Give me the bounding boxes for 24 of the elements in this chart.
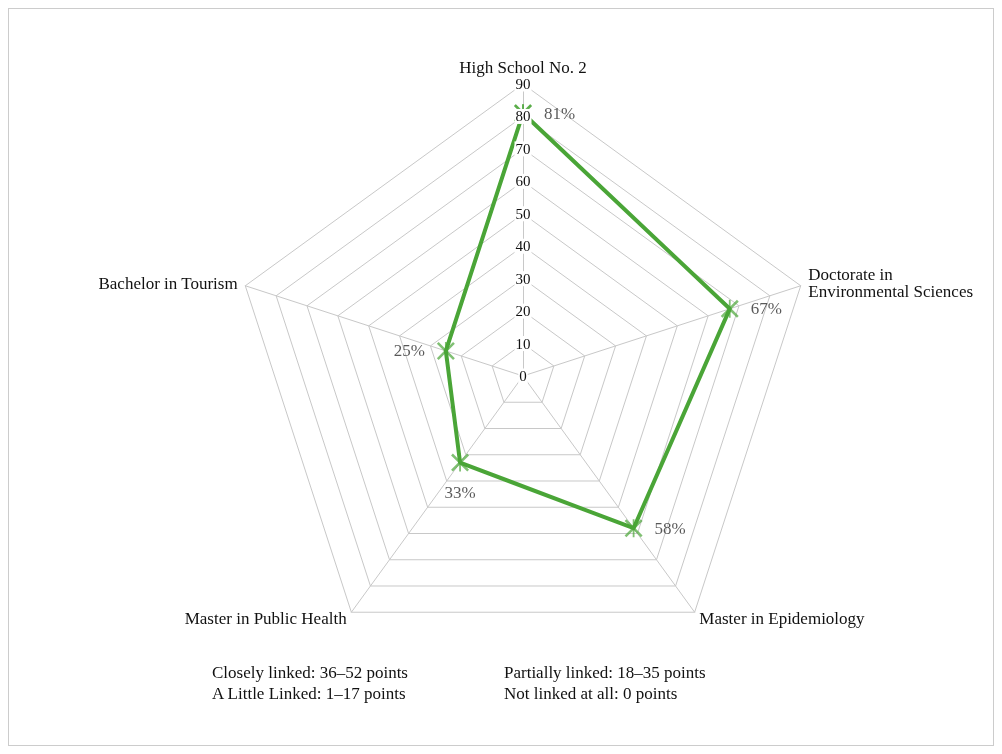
spoke-label: Doctorate in Environmental Sciences bbox=[808, 265, 974, 302]
y-tick-label: 20 bbox=[515, 303, 531, 320]
spoke-label: Master in Epidemiology bbox=[699, 609, 866, 629]
spoke-label: High School No. 2 bbox=[459, 58, 587, 77]
y-tick-label: 30 bbox=[515, 270, 531, 287]
y-tick-label: 0 bbox=[519, 368, 527, 384]
text: A Little Linked: 1–17 points bbox=[212, 684, 406, 703]
text: Partially linked: 18–35 points bbox=[504, 663, 706, 682]
data-label: 67% bbox=[750, 299, 782, 319]
data-label: 33% bbox=[444, 482, 476, 502]
y-tick-label: 60 bbox=[515, 173, 531, 190]
data-label: 58% bbox=[654, 518, 686, 538]
y-tick-label: 40 bbox=[515, 238, 531, 255]
data-label: 25% bbox=[393, 341, 425, 361]
y-tick-label: 70 bbox=[515, 140, 531, 157]
spoke-label: Bachelor in Tourism bbox=[98, 273, 238, 293]
y-tick-label: 50 bbox=[515, 205, 531, 222]
text: Closely linked: 36–52 points bbox=[212, 663, 408, 682]
y-tick-label: 10 bbox=[515, 335, 531, 352]
y-tick-label: 80 bbox=[515, 108, 531, 125]
data-label: 81% bbox=[544, 103, 576, 123]
spoke-label: Master in Public Health bbox=[184, 609, 348, 629]
text: Not linked at all: 0 points bbox=[504, 684, 678, 703]
y-tick-label: 90 bbox=[515, 76, 531, 92]
